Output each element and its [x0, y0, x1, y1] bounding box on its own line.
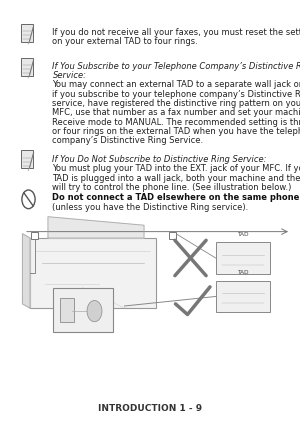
Text: (unless you have the Distinctive Ring service).: (unless you have the Distinctive Ring se… [52, 203, 249, 212]
Bar [169, 232, 176, 239]
Text: If You Subscribe to your Telephone Company’s Distinctive Ring: If You Subscribe to your Telephone Compa… [52, 62, 300, 71]
Polygon shape [22, 234, 30, 308]
Text: TAD is plugged into a wall jack, both your machine and the TAD: TAD is plugged into a wall jack, both yo… [52, 174, 300, 183]
Text: company’s Distinctive Ring Service.: company’s Distinctive Ring Service. [52, 136, 204, 145]
Text: or four rings on the external TAD when you have the telephone: or four rings on the external TAD when y… [52, 127, 300, 136]
Text: will try to control the phone line. (See illustration below.): will try to control the phone line. (See… [52, 183, 292, 192]
Text: on your external TAD to four rings.: on your external TAD to four rings. [52, 37, 198, 46]
Polygon shape [48, 217, 144, 238]
Text: TAD: TAD [237, 232, 249, 237]
Bar [216, 280, 270, 312]
Text: Service:: Service: [52, 71, 86, 80]
Circle shape [87, 300, 102, 322]
Text: Do not connect a TAD elsewhere on the same phone line: Do not connect a TAD elsewhere on the sa… [52, 193, 300, 202]
Text: If You Do Not Subscribe to Distinctive Ring Service:: If You Do Not Subscribe to Distinctive R… [52, 155, 267, 164]
Bar [31, 232, 38, 239]
Bar [21, 58, 33, 76]
Text: You must plug your TAD into the EXT. jack of your MFC. If your: You must plug your TAD into the EXT. jac… [52, 164, 300, 173]
Text: If you do not receive all your faxes, you must reset the setting: If you do not receive all your faxes, yo… [52, 28, 300, 37]
Bar [30, 238, 156, 308]
Text: service, have registered the distinctive ring pattern on your: service, have registered the distinctive… [52, 99, 300, 108]
Bar [60, 298, 74, 322]
Text: You may connect an external TAD to a separate wall jack only: You may connect an external TAD to a sep… [52, 80, 300, 89]
Text: Receive mode to MANUAL. The recommended setting is three: Receive mode to MANUAL. The recommended … [52, 118, 300, 127]
Text: if you subscribe to your telephone company’s Distinctive Ring: if you subscribe to your telephone compa… [52, 90, 300, 99]
Bar [21, 150, 33, 168]
Bar [21, 24, 33, 42]
Bar [52, 288, 112, 332]
Text: TAD: TAD [237, 270, 249, 275]
Bar [216, 242, 270, 274]
Text: INTRODUCTION 1 - 9: INTRODUCTION 1 - 9 [98, 404, 202, 413]
Text: MFC, use that number as a fax number and set your machine’s: MFC, use that number as a fax number and… [52, 108, 300, 117]
